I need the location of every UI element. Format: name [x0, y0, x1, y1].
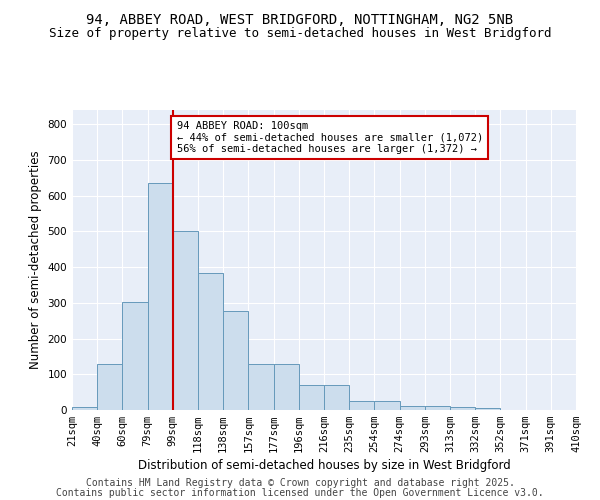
X-axis label: Distribution of semi-detached houses by size in West Bridgford: Distribution of semi-detached houses by … [137, 460, 511, 472]
Text: Contains public sector information licensed under the Open Government Licence v3: Contains public sector information licen… [56, 488, 544, 498]
Bar [475, 408, 500, 410]
Bar [349, 401, 374, 410]
Bar [248, 364, 274, 410]
Bar [97, 364, 122, 410]
Bar [324, 385, 349, 410]
Bar [374, 401, 400, 410]
Bar [173, 232, 198, 410]
Bar [148, 183, 173, 410]
Bar [450, 407, 475, 410]
Bar [72, 407, 97, 410]
Text: 94 ABBEY ROAD: 100sqm
← 44% of semi-detached houses are smaller (1,072)
56% of s: 94 ABBEY ROAD: 100sqm ← 44% of semi-deta… [176, 120, 483, 154]
Bar [400, 406, 425, 410]
Bar [274, 364, 299, 410]
Text: Contains HM Land Registry data © Crown copyright and database right 2025.: Contains HM Land Registry data © Crown c… [86, 478, 514, 488]
Text: Size of property relative to semi-detached houses in West Bridgford: Size of property relative to semi-detach… [49, 28, 551, 40]
Bar [198, 273, 223, 410]
Text: 94, ABBEY ROAD, WEST BRIDGFORD, NOTTINGHAM, NG2 5NB: 94, ABBEY ROAD, WEST BRIDGFORD, NOTTINGH… [86, 12, 514, 26]
Bar [425, 406, 450, 410]
Bar [122, 302, 148, 410]
Bar [223, 310, 248, 410]
Bar [299, 385, 324, 410]
Y-axis label: Number of semi-detached properties: Number of semi-detached properties [29, 150, 42, 370]
